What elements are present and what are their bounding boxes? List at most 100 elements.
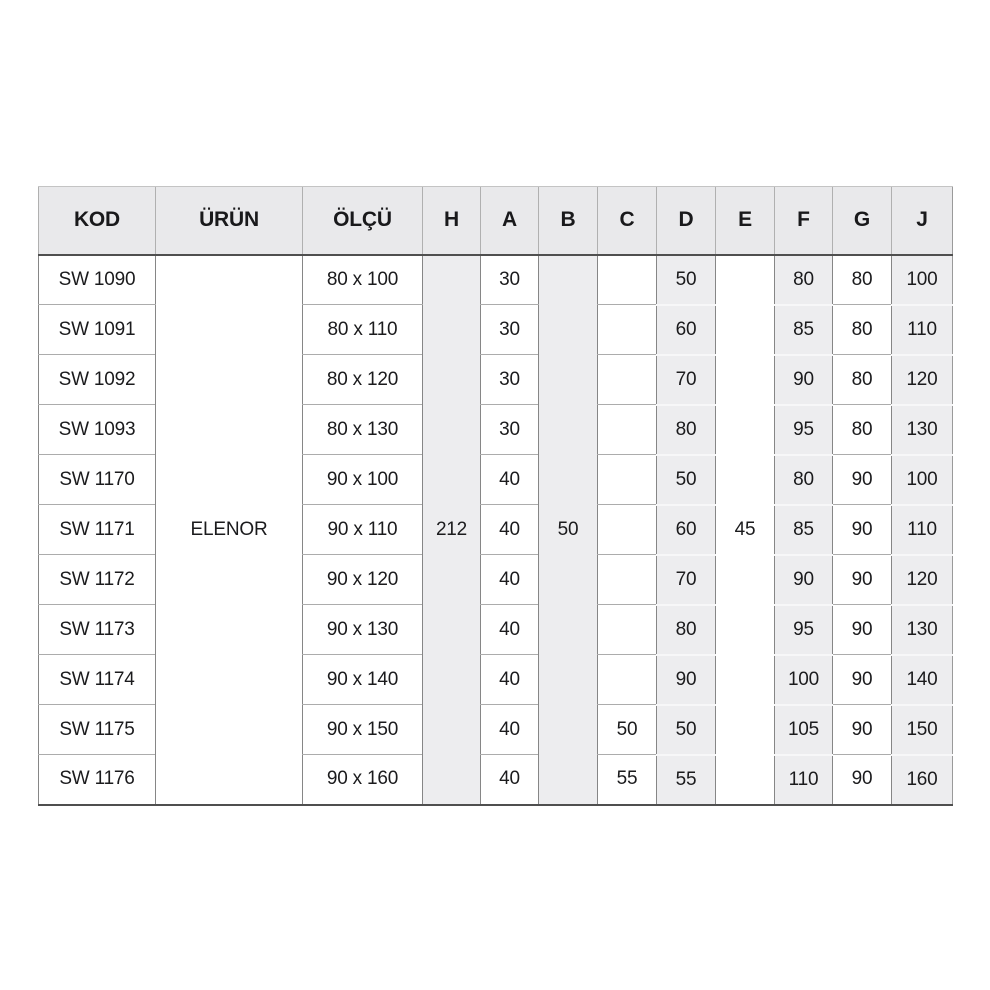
col-header-b: B <box>538 186 598 256</box>
olcu-cell: 90 x 150 <box>302 704 423 755</box>
header-row: KOD ÜRÜN ÖLÇÜ H A B C D E F G J <box>38 186 953 256</box>
olcu-cell: 80 x 120 <box>302 354 423 405</box>
kod-cell: SW 1175 <box>38 704 156 755</box>
c-cell <box>597 504 657 555</box>
a-cell: 30 <box>480 404 539 455</box>
g-cell: 80 <box>832 404 892 455</box>
olcu-cell: 90 x 130 <box>302 604 423 655</box>
g-cell: 90 <box>832 704 892 755</box>
table-row: SW 1090 ELENOR 80 x 100 212 30 50 50 45 … <box>38 254 953 806</box>
olcu-cell: 80 x 100 <box>302 254 423 305</box>
j-cell: 150 <box>891 704 953 756</box>
b-merged-cell: 50 <box>538 254 598 806</box>
table-row: SW 1173 90 x 130 40 80 95 90 130 <box>38 604 953 656</box>
olcu-cell: 90 x 120 <box>302 554 423 605</box>
j-cell: 130 <box>891 604 953 656</box>
c-cell <box>597 654 657 705</box>
table-row: SW 1172 90 x 120 40 70 90 90 120 <box>38 554 953 606</box>
j-cell: 120 <box>891 354 953 406</box>
olcu-cell: 90 x 140 <box>302 654 423 705</box>
g-cell: 90 <box>832 454 892 505</box>
a-cell: 40 <box>480 504 539 555</box>
f-cell: 105 <box>774 704 833 756</box>
kod-cell: SW 1091 <box>38 304 156 355</box>
table-row: SW 1174 90 x 140 40 90 100 90 140 <box>38 654 953 706</box>
f-cell: 95 <box>774 404 833 456</box>
kod-cell: SW 1172 <box>38 554 156 605</box>
olcu-cell: 80 x 110 <box>302 304 423 355</box>
col-header-f: F <box>774 186 833 256</box>
col-header-olcu: ÖLÇÜ <box>302 186 423 256</box>
f-cell: 85 <box>774 504 833 556</box>
a-cell: 30 <box>480 254 539 305</box>
j-cell: 140 <box>891 654 953 706</box>
c-cell <box>597 254 657 305</box>
d-cell: 60 <box>656 504 716 556</box>
f-cell: 80 <box>774 454 833 506</box>
d-cell: 50 <box>656 254 716 306</box>
j-cell: 160 <box>891 754 953 806</box>
urun-merged-cell: ELENOR <box>155 254 303 806</box>
f-cell: 100 <box>774 654 833 706</box>
kod-cell: SW 1170 <box>38 454 156 505</box>
col-header-d: D <box>656 186 716 256</box>
j-cell: 130 <box>891 404 953 456</box>
j-cell: 100 <box>891 254 953 306</box>
a-cell: 40 <box>480 604 539 655</box>
table-row: SW 1171 90 x 110 40 60 85 90 110 <box>38 504 953 556</box>
table-row: SW 1092 80 x 120 30 70 90 80 120 <box>38 354 953 406</box>
kod-cell: SW 1176 <box>38 754 156 806</box>
d-cell: 90 <box>656 654 716 706</box>
j-cell: 110 <box>891 304 953 356</box>
col-header-c: C <box>597 186 657 256</box>
table-row: SW 1175 90 x 150 40 50 50 105 90 150 <box>38 704 953 756</box>
j-cell: 110 <box>891 504 953 556</box>
kod-cell: SW 1093 <box>38 404 156 455</box>
h-merged-cell: 212 <box>422 254 481 806</box>
e-merged-cell: 45 <box>715 254 775 806</box>
kod-cell: SW 1090 <box>38 254 156 305</box>
a-cell: 40 <box>480 554 539 605</box>
spec-table: KOD ÜRÜN ÖLÇÜ H A B C D E F G J SW 1090 … <box>38 186 953 806</box>
d-cell: 50 <box>656 454 716 506</box>
d-cell: 60 <box>656 304 716 356</box>
col-header-urun: ÜRÜN <box>155 186 303 256</box>
d-cell: 70 <box>656 354 716 406</box>
a-cell: 40 <box>480 454 539 505</box>
d-cell: 70 <box>656 554 716 606</box>
c-cell <box>597 354 657 405</box>
g-cell: 80 <box>832 254 892 305</box>
j-cell: 120 <box>891 554 953 606</box>
g-cell: 90 <box>832 604 892 655</box>
g-cell: 80 <box>832 354 892 405</box>
kod-cell: SW 1092 <box>38 354 156 405</box>
kod-cell: SW 1171 <box>38 504 156 555</box>
table-row: SW 1091 80 x 110 30 60 85 80 110 <box>38 304 953 356</box>
f-cell: 95 <box>774 604 833 656</box>
olcu-cell: 90 x 160 <box>302 754 423 806</box>
a-cell: 40 <box>480 704 539 755</box>
j-cell: 100 <box>891 454 953 506</box>
kod-cell: SW 1173 <box>38 604 156 655</box>
c-cell <box>597 304 657 355</box>
c-cell: 55 <box>597 754 657 806</box>
a-cell: 40 <box>480 754 539 806</box>
col-header-g: G <box>832 186 892 256</box>
f-cell: 85 <box>774 304 833 356</box>
col-header-j: J <box>891 186 953 256</box>
col-header-e: E <box>715 186 775 256</box>
d-cell: 80 <box>656 604 716 656</box>
g-cell: 80 <box>832 304 892 355</box>
c-cell: 50 <box>597 704 657 755</box>
table-row: SW 1170 90 x 100 40 50 80 90 100 <box>38 454 953 506</box>
col-header-kod: KOD <box>38 186 156 256</box>
f-cell: 80 <box>774 254 833 306</box>
table-row: SW 1176 90 x 160 40 55 55 110 90 160 <box>38 754 953 806</box>
d-cell: 50 <box>656 704 716 756</box>
g-cell: 90 <box>832 654 892 705</box>
g-cell: 90 <box>832 504 892 555</box>
a-cell: 40 <box>480 654 539 705</box>
a-cell: 30 <box>480 354 539 405</box>
g-cell: 90 <box>832 554 892 605</box>
c-cell <box>597 454 657 505</box>
